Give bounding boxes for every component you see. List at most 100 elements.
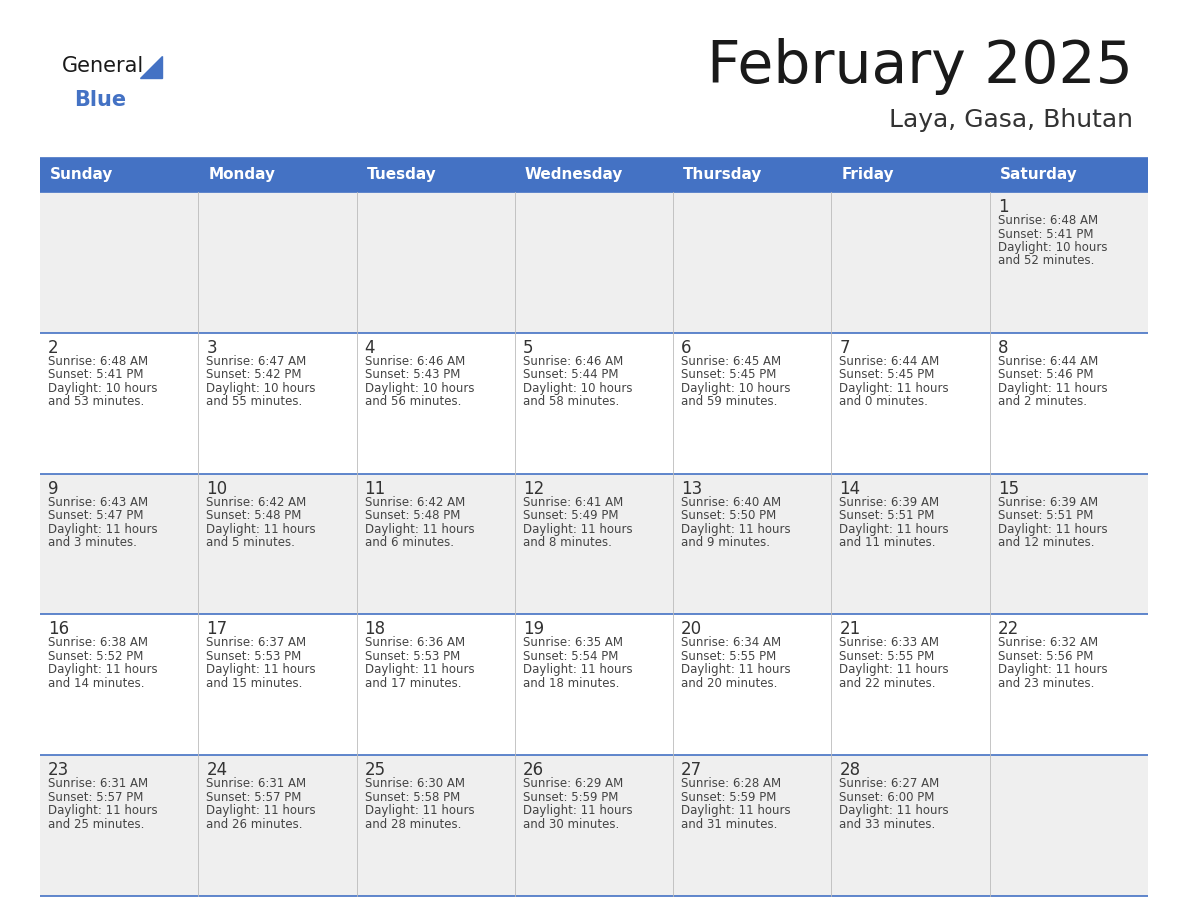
Text: 1: 1 xyxy=(998,198,1009,216)
Text: Sunset: 5:56 PM: Sunset: 5:56 PM xyxy=(998,650,1093,663)
Text: and 9 minutes.: and 9 minutes. xyxy=(681,536,770,549)
Text: and 3 minutes.: and 3 minutes. xyxy=(48,536,137,549)
Text: Sunrise: 6:31 AM: Sunrise: 6:31 AM xyxy=(48,778,148,790)
Text: Daylight: 10 hours: Daylight: 10 hours xyxy=(998,241,1107,254)
Text: Daylight: 11 hours: Daylight: 11 hours xyxy=(681,804,791,817)
Bar xyxy=(40,756,1148,896)
Text: Daylight: 11 hours: Daylight: 11 hours xyxy=(523,804,632,817)
Text: Daylight: 10 hours: Daylight: 10 hours xyxy=(523,382,632,395)
Text: and 33 minutes.: and 33 minutes. xyxy=(840,818,936,831)
Bar xyxy=(40,158,1148,192)
Text: Laya, Gasa, Bhutan: Laya, Gasa, Bhutan xyxy=(889,108,1133,132)
Text: and 56 minutes.: and 56 minutes. xyxy=(365,396,461,409)
Text: Daylight: 10 hours: Daylight: 10 hours xyxy=(48,382,158,395)
Text: Daylight: 11 hours: Daylight: 11 hours xyxy=(840,382,949,395)
Text: 11: 11 xyxy=(365,479,386,498)
Text: 20: 20 xyxy=(681,621,702,638)
Bar xyxy=(40,474,1148,614)
Text: 6: 6 xyxy=(681,339,691,357)
Text: Sunrise: 6:45 AM: Sunrise: 6:45 AM xyxy=(681,354,782,368)
Text: and 12 minutes.: and 12 minutes. xyxy=(998,536,1094,549)
Text: 23: 23 xyxy=(48,761,69,779)
Text: Sunset: 5:47 PM: Sunset: 5:47 PM xyxy=(48,509,144,522)
Text: Sunset: 5:45 PM: Sunset: 5:45 PM xyxy=(681,368,777,381)
Text: Sunset: 5:51 PM: Sunset: 5:51 PM xyxy=(998,509,1093,522)
Text: 21: 21 xyxy=(840,621,860,638)
Text: Saturday: Saturday xyxy=(1000,167,1078,183)
Text: and 22 minutes.: and 22 minutes. xyxy=(840,677,936,690)
Text: Sunset: 5:53 PM: Sunset: 5:53 PM xyxy=(365,650,460,663)
Text: Sunset: 5:59 PM: Sunset: 5:59 PM xyxy=(523,790,618,803)
Text: Sunrise: 6:39 AM: Sunrise: 6:39 AM xyxy=(998,496,1098,509)
Text: and 20 minutes.: and 20 minutes. xyxy=(681,677,777,690)
Text: Sunset: 5:45 PM: Sunset: 5:45 PM xyxy=(840,368,935,381)
Text: 19: 19 xyxy=(523,621,544,638)
Text: Daylight: 11 hours: Daylight: 11 hours xyxy=(840,522,949,535)
Text: 5: 5 xyxy=(523,339,533,357)
Text: 13: 13 xyxy=(681,479,702,498)
Text: Monday: Monday xyxy=(208,167,276,183)
Text: and 5 minutes.: and 5 minutes. xyxy=(207,536,295,549)
Text: Sunset: 5:44 PM: Sunset: 5:44 PM xyxy=(523,368,619,381)
Text: Sunset: 5:57 PM: Sunset: 5:57 PM xyxy=(207,790,302,803)
Text: Sunday: Sunday xyxy=(50,167,113,183)
Text: Daylight: 11 hours: Daylight: 11 hours xyxy=(840,804,949,817)
Text: and 55 minutes.: and 55 minutes. xyxy=(207,396,303,409)
Text: Sunrise: 6:39 AM: Sunrise: 6:39 AM xyxy=(840,496,940,509)
Text: Sunset: 5:52 PM: Sunset: 5:52 PM xyxy=(48,650,144,663)
Text: Sunrise: 6:44 AM: Sunrise: 6:44 AM xyxy=(840,354,940,368)
Text: and 59 minutes.: and 59 minutes. xyxy=(681,396,777,409)
Text: 12: 12 xyxy=(523,479,544,498)
Bar xyxy=(40,333,1148,474)
Text: Daylight: 11 hours: Daylight: 11 hours xyxy=(207,804,316,817)
Text: Daylight: 11 hours: Daylight: 11 hours xyxy=(681,664,791,677)
Text: 17: 17 xyxy=(207,621,227,638)
Text: Sunset: 5:55 PM: Sunset: 5:55 PM xyxy=(681,650,777,663)
Text: 22: 22 xyxy=(998,621,1019,638)
Text: 26: 26 xyxy=(523,761,544,779)
Text: Sunset: 5:41 PM: Sunset: 5:41 PM xyxy=(998,228,1093,241)
Text: Sunrise: 6:28 AM: Sunrise: 6:28 AM xyxy=(681,778,782,790)
Text: Sunrise: 6:34 AM: Sunrise: 6:34 AM xyxy=(681,636,782,649)
Text: and 25 minutes.: and 25 minutes. xyxy=(48,818,145,831)
Text: Daylight: 11 hours: Daylight: 11 hours xyxy=(207,522,316,535)
Text: and 58 minutes.: and 58 minutes. xyxy=(523,396,619,409)
Text: Sunset: 5:49 PM: Sunset: 5:49 PM xyxy=(523,509,619,522)
Text: Sunrise: 6:41 AM: Sunrise: 6:41 AM xyxy=(523,496,624,509)
Text: and 0 minutes.: and 0 minutes. xyxy=(840,396,928,409)
Text: Daylight: 11 hours: Daylight: 11 hours xyxy=(840,664,949,677)
Text: and 28 minutes.: and 28 minutes. xyxy=(365,818,461,831)
Text: Sunrise: 6:47 AM: Sunrise: 6:47 AM xyxy=(207,354,307,368)
Text: Sunset: 5:48 PM: Sunset: 5:48 PM xyxy=(365,509,460,522)
Text: Daylight: 10 hours: Daylight: 10 hours xyxy=(681,382,791,395)
Text: 27: 27 xyxy=(681,761,702,779)
Text: Wednesday: Wednesday xyxy=(525,167,624,183)
Text: and 17 minutes.: and 17 minutes. xyxy=(365,677,461,690)
Text: 7: 7 xyxy=(840,339,849,357)
Text: Sunrise: 6:33 AM: Sunrise: 6:33 AM xyxy=(840,636,940,649)
Text: Sunrise: 6:48 AM: Sunrise: 6:48 AM xyxy=(48,354,148,368)
Text: and 11 minutes.: and 11 minutes. xyxy=(840,536,936,549)
Text: Sunset: 5:43 PM: Sunset: 5:43 PM xyxy=(365,368,460,381)
Text: Sunset: 5:50 PM: Sunset: 5:50 PM xyxy=(681,509,777,522)
Text: Thursday: Thursday xyxy=(683,167,763,183)
Text: Daylight: 11 hours: Daylight: 11 hours xyxy=(365,664,474,677)
Text: Daylight: 11 hours: Daylight: 11 hours xyxy=(48,664,158,677)
Text: and 53 minutes.: and 53 minutes. xyxy=(48,396,144,409)
Bar xyxy=(40,192,1148,333)
Text: Sunset: 5:42 PM: Sunset: 5:42 PM xyxy=(207,368,302,381)
Text: Sunrise: 6:35 AM: Sunrise: 6:35 AM xyxy=(523,636,623,649)
Text: Sunset: 5:53 PM: Sunset: 5:53 PM xyxy=(207,650,302,663)
Text: Daylight: 11 hours: Daylight: 11 hours xyxy=(998,522,1107,535)
Text: and 6 minutes.: and 6 minutes. xyxy=(365,536,454,549)
Text: Sunrise: 6:42 AM: Sunrise: 6:42 AM xyxy=(207,496,307,509)
Text: Sunrise: 6:44 AM: Sunrise: 6:44 AM xyxy=(998,354,1098,368)
Text: Sunrise: 6:38 AM: Sunrise: 6:38 AM xyxy=(48,636,148,649)
Text: 15: 15 xyxy=(998,479,1019,498)
Text: 25: 25 xyxy=(365,761,386,779)
Text: Sunrise: 6:37 AM: Sunrise: 6:37 AM xyxy=(207,636,307,649)
Text: Sunrise: 6:42 AM: Sunrise: 6:42 AM xyxy=(365,496,465,509)
Text: Sunrise: 6:48 AM: Sunrise: 6:48 AM xyxy=(998,214,1098,227)
Text: Sunset: 5:57 PM: Sunset: 5:57 PM xyxy=(48,790,144,803)
Text: Sunrise: 6:29 AM: Sunrise: 6:29 AM xyxy=(523,778,624,790)
